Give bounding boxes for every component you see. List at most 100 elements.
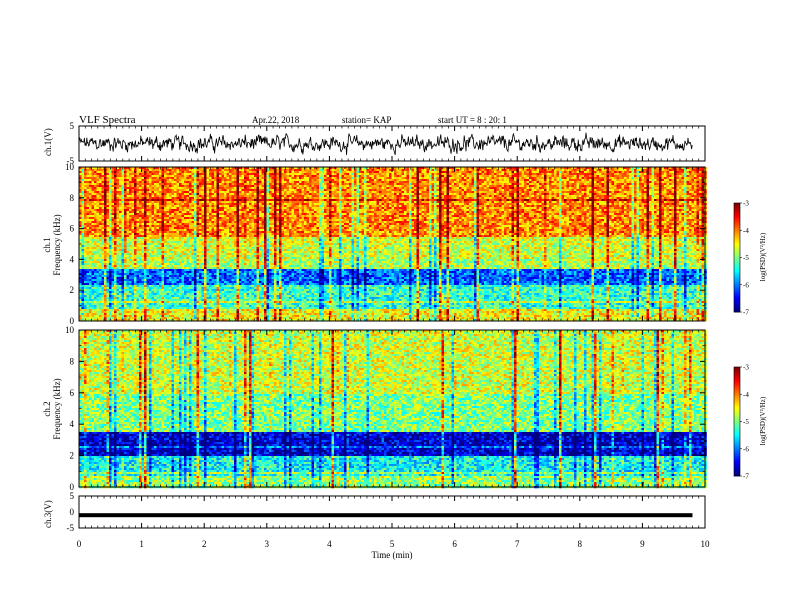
spectrogram-cell (99, 273, 102, 275)
spectrogram-cell (119, 213, 122, 215)
spectrogram-cell (179, 257, 182, 259)
spectrogram-cell (134, 215, 137, 217)
spectrogram-cell (122, 251, 125, 253)
spectrogram-cell (157, 299, 160, 301)
spectrogram-cell (104, 223, 107, 225)
spectrogram-cell (197, 287, 200, 289)
spectrogram-cell (142, 249, 145, 251)
spectrogram-cell (174, 173, 177, 175)
spectrogram-cell (82, 285, 85, 287)
spectrogram-cell (104, 197, 107, 199)
spectrogram-cell (124, 239, 127, 241)
spectrogram-cell (149, 187, 152, 189)
spectrogram-cell (122, 205, 125, 207)
spectrogram-cell (144, 243, 147, 245)
spectrogram-cell (87, 195, 90, 197)
spectrogram-cell (192, 267, 195, 269)
spectrogram-cell (142, 187, 145, 189)
spectrogram-cell (184, 275, 187, 277)
spectrogram-cell (224, 173, 227, 175)
spectrogram-cell (159, 277, 162, 279)
spectrogram-cell (157, 199, 160, 201)
spectrogram-cell (172, 237, 175, 239)
spectrogram-cell (132, 281, 135, 283)
spectrogram-cell (162, 279, 165, 281)
spectrogram-cell (164, 263, 167, 265)
spectrogram-cell (127, 191, 130, 193)
spectrogram-cell (159, 281, 162, 283)
spectrogram-cell (134, 225, 137, 227)
spectrogram-cell (122, 257, 125, 259)
spectrogram-cell (119, 267, 122, 269)
spectrogram-cell (94, 239, 97, 241)
spectrogram-cell (162, 285, 165, 287)
spectrogram-cell (127, 283, 130, 285)
spectrogram-cell (177, 205, 180, 207)
spectrogram-cell (224, 253, 227, 255)
spectrogram-cell (84, 249, 87, 251)
spectrogram-cell (162, 229, 165, 231)
spectrogram-cell (94, 173, 97, 175)
spectrogram-cell (134, 193, 137, 195)
spectrogram-cell (184, 293, 187, 295)
spectrogram-cell (184, 175, 187, 177)
spectrogram-cell (152, 209, 155, 211)
spectrogram-cell (104, 301, 107, 303)
spectrogram-cell (224, 315, 227, 317)
spectrogram-cell (84, 285, 87, 287)
spectrogram-cell (117, 247, 120, 249)
spectrogram-cell (144, 195, 147, 197)
spectrogram-cell (232, 233, 235, 235)
spectrogram-cell (169, 245, 172, 247)
spectrogram-cell (124, 267, 127, 269)
spectrogram-cell (194, 295, 197, 297)
spectrogram-cell (82, 181, 85, 183)
spectrogram-cell (119, 243, 122, 245)
spectrogram-cell (194, 253, 197, 255)
spectrogram-cell (139, 273, 142, 275)
spectrogram-cell (144, 201, 147, 203)
spectrogram-cell (219, 215, 222, 217)
spectrogram-cell (159, 179, 162, 181)
spectrogram-cell (159, 243, 162, 245)
spectrogram-cell (204, 239, 207, 241)
spectrogram-cell (87, 207, 90, 209)
spectrogram-cell (162, 315, 165, 317)
spectrogram-cell (124, 241, 127, 243)
spectrogram-cell (134, 221, 137, 223)
spectrogram-cell (129, 195, 132, 197)
spectrogram-cell (104, 231, 107, 233)
spectrogram-cell (167, 277, 170, 279)
spectrogram-cell (207, 211, 210, 213)
spectrogram-cell (219, 211, 222, 213)
spectrogram-cell (82, 199, 85, 201)
spectrogram-cell (144, 193, 147, 195)
spectrogram-cell (164, 259, 167, 261)
spectrogram-cell (147, 257, 150, 259)
spectrogram-cell (119, 277, 122, 279)
spectrogram-cell (149, 223, 152, 225)
spectrogram-cell (224, 249, 227, 251)
spectrogram-cell (192, 297, 195, 299)
spectrogram-cell (227, 261, 230, 263)
spectrogram-cell (154, 199, 157, 201)
spectrogram-cell (112, 195, 115, 197)
spectrogram-cell (232, 229, 235, 231)
spectrogram-cell (192, 269, 195, 271)
spectrogram-cell (209, 211, 212, 213)
spectrogram-cell (127, 207, 130, 209)
spectrogram-cell (107, 259, 110, 261)
spectrogram-cell (197, 253, 200, 255)
spectrogram-cell (192, 275, 195, 277)
spectrogram-cell (182, 193, 185, 195)
spectrogram-cell (89, 237, 92, 239)
spectrogram-cell (189, 239, 192, 241)
spectrogram-cell (127, 289, 130, 291)
spectrogram-cell (209, 241, 212, 243)
spectrogram-cell (99, 271, 102, 273)
spectrogram-cell (202, 185, 205, 187)
spectrogram-cell (174, 253, 177, 255)
spectrogram-cell (227, 219, 230, 221)
spectrogram-cell (147, 217, 150, 219)
spectrogram-cell (112, 249, 115, 251)
